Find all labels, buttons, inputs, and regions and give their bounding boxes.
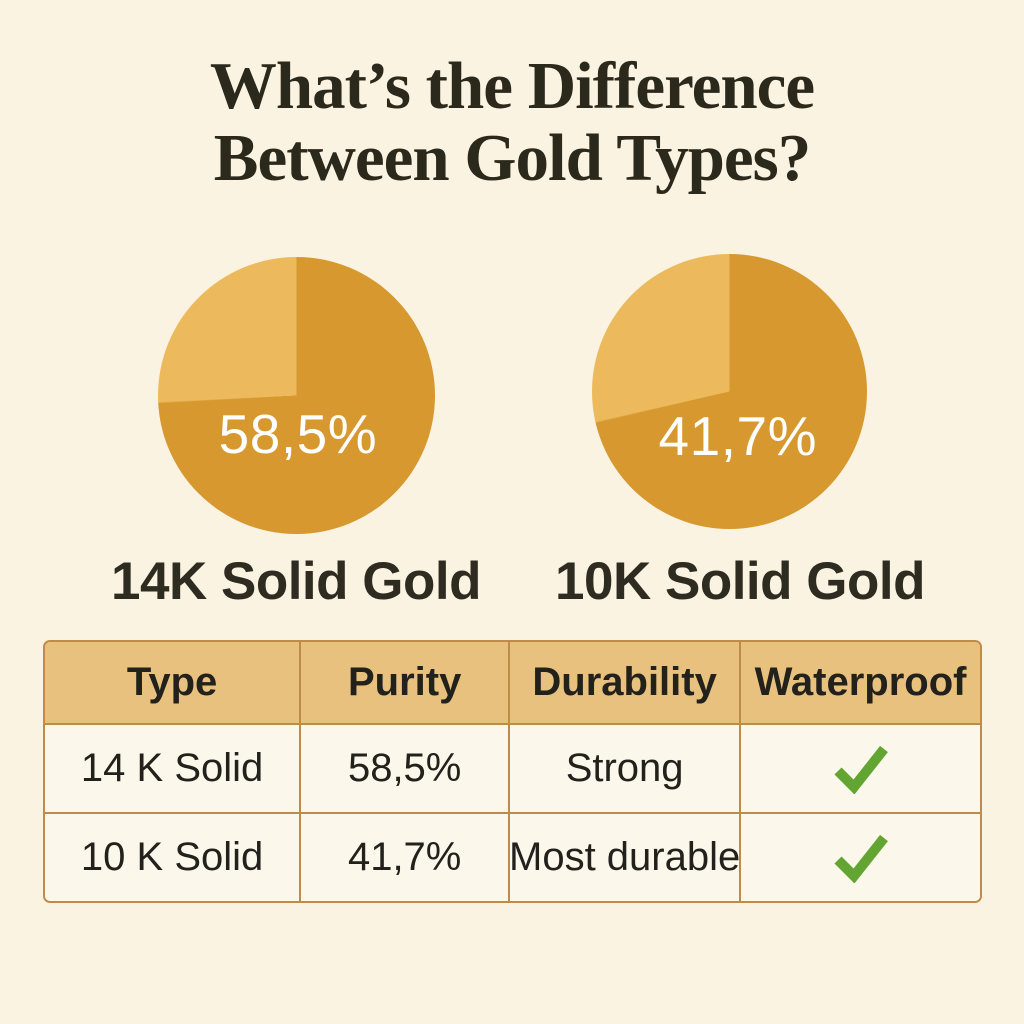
- pie-chart-14k: 58,5%: [158, 257, 435, 534]
- comparison-table: Type Purity Durability Waterproof 14 K S…: [43, 640, 982, 903]
- page-title-line-1: What’s the Difference: [209, 49, 815, 123]
- table-header-type: Type: [45, 642, 302, 725]
- pie-chart-14k-caption: 14K Solid Gold: [111, 552, 481, 611]
- table-cell-purity-14k: 58,5%: [301, 725, 511, 814]
- page-title-line-2: Between Gold Types?: [213, 121, 811, 195]
- table-header-waterproof: Waterproof: [741, 642, 980, 725]
- table-cell-purity-10k: 41,7%: [301, 814, 511, 901]
- check-icon: [832, 744, 890, 794]
- table-cell-durability-14k: Strong: [510, 725, 742, 814]
- pie-chart-10k: 41,7%: [592, 254, 867, 529]
- table-cell-type-10k: 10 K Solid: [45, 814, 302, 901]
- table-cell-durability-10k: Most durable: [509, 814, 742, 901]
- table-cell-waterproof-14k: [741, 725, 980, 814]
- table-header-durability: Durability: [510, 642, 742, 725]
- table-cell-type-14k: 14 K Solid: [45, 725, 302, 814]
- table-cell-waterproof-10k: [741, 814, 980, 901]
- pie-chart-10k-caption: 10K Solid Gold: [555, 552, 925, 611]
- check-icon: [832, 833, 890, 883]
- page-title: What’s the Difference Between Gold Types…: [0, 50, 1024, 194]
- pie-chart-10k-value-label: 41,7%: [658, 404, 817, 467]
- pie-chart-14k-value-label: 58,5%: [218, 403, 378, 466]
- table-header-purity: Purity: [301, 642, 511, 725]
